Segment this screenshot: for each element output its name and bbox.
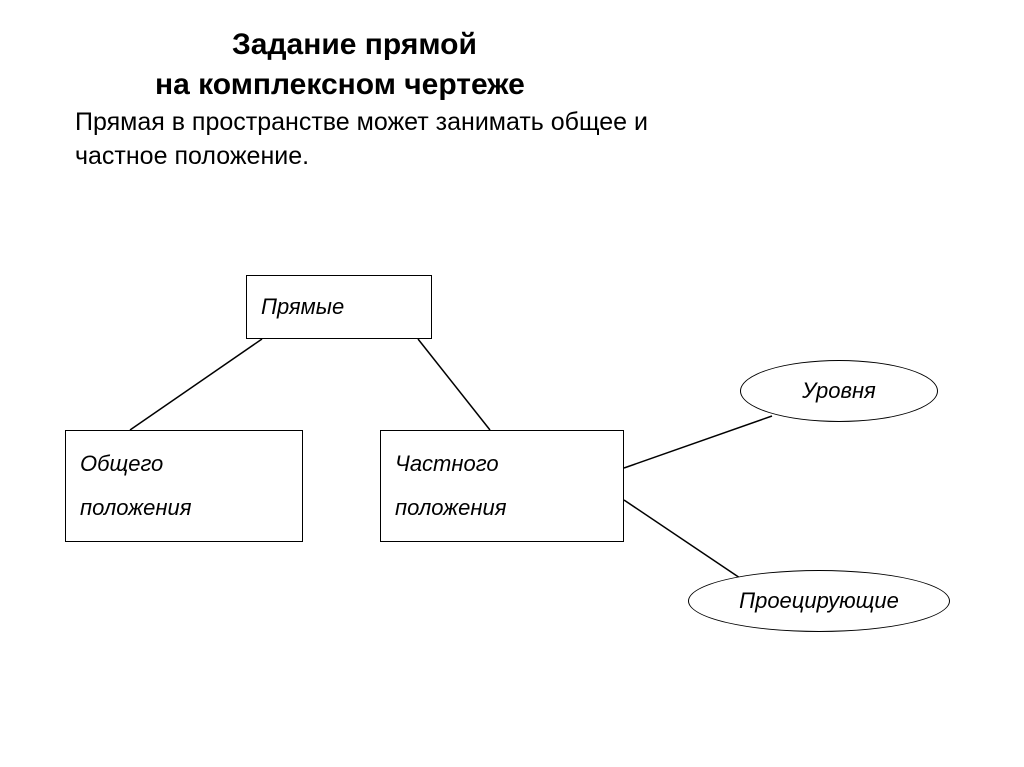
edge-root-partial [418,339,490,430]
node-root: Прямые [246,275,432,339]
node-level-label: Уровня [802,378,876,404]
node-partial: Частного положения [380,430,624,542]
page-title-line1: Задание прямой [232,28,477,62]
node-partial-label-1: Частного [395,451,609,477]
node-general-label-2: положения [80,495,288,521]
node-root-label: Прямые [261,294,344,320]
edge-root-general [130,339,262,430]
edge-partial-project [624,500,740,578]
node-general-label-1: Общего [80,451,288,477]
node-level: Уровня [740,360,938,422]
subtitle-line1: Прямая в пространстве может занимать общ… [75,108,648,137]
node-project: Проецирующие [688,570,950,632]
node-general: Общего положения [65,430,303,542]
page-title-line2: на комплексном чертеже [155,68,525,102]
subtitle-line2: частное положение. [75,142,309,171]
edge-partial-level [624,416,772,468]
node-partial-label-2: положения [395,495,609,521]
node-project-label: Проецирующие [739,588,899,614]
